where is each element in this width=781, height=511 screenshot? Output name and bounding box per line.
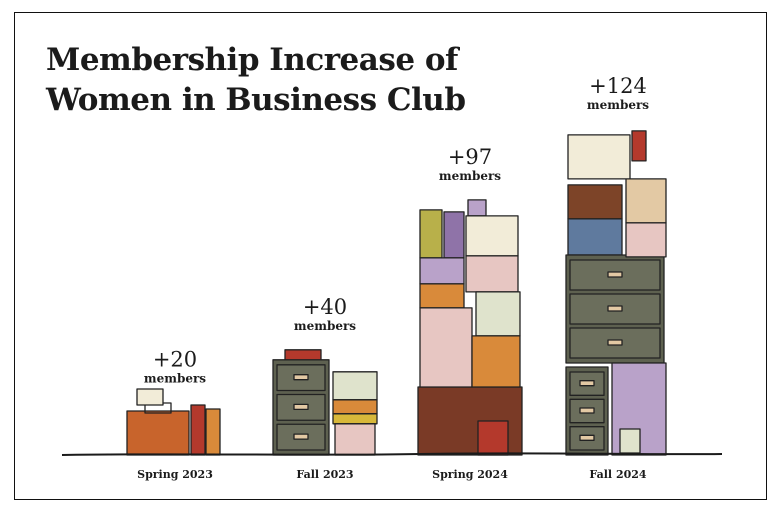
box-orange xyxy=(471,335,521,388)
book-orange xyxy=(332,399,378,415)
side-table xyxy=(334,423,376,456)
trash-bin xyxy=(619,428,641,454)
unit-label: members xyxy=(587,98,649,112)
bar-1 xyxy=(126,388,221,456)
water-bottle xyxy=(631,130,647,162)
backpack xyxy=(477,420,509,456)
category-label: Spring 2023 xyxy=(137,468,213,481)
book-yellow xyxy=(332,413,378,425)
bar-4 xyxy=(565,130,667,456)
tall-cabinet-handle xyxy=(607,339,623,346)
storage-box xyxy=(419,257,465,285)
binder-yellow xyxy=(419,209,443,259)
chart-title: Membership Increase of Women in Business… xyxy=(46,42,466,118)
monitor xyxy=(567,134,631,180)
category-label: Fall 2023 xyxy=(296,468,353,481)
binder-orange xyxy=(205,408,221,456)
coffee-mug xyxy=(467,199,487,217)
filing-cabinet-handle xyxy=(293,433,309,440)
paper-stack xyxy=(465,215,519,257)
small-cabinet-handle xyxy=(579,434,595,441)
ground-baseline xyxy=(61,452,723,456)
laptop xyxy=(332,371,378,401)
folders xyxy=(419,283,465,309)
box-pink xyxy=(465,255,519,293)
pen-cup xyxy=(625,178,667,224)
tall-cabinet-handle xyxy=(607,271,623,278)
binder-red xyxy=(190,404,206,456)
tall-cabinet-handle xyxy=(607,305,623,312)
filing-cabinet-handle xyxy=(293,403,309,411)
filing-cabinet-handle xyxy=(293,374,309,381)
value-label: +40 xyxy=(303,295,347,319)
moving-box xyxy=(419,307,473,388)
paper-bin xyxy=(475,291,521,337)
small-cabinet-handle xyxy=(579,407,595,414)
binder-purple xyxy=(443,211,465,259)
box-pink-small xyxy=(625,222,667,258)
bars-layer xyxy=(126,130,667,456)
value-label: +124 xyxy=(589,74,647,98)
unit-label: members xyxy=(439,169,501,183)
book-stack xyxy=(284,349,322,361)
value-label: +97 xyxy=(448,145,492,169)
bar-2 xyxy=(272,349,378,456)
value-label: +20 xyxy=(153,347,197,371)
category-label: Fall 2024 xyxy=(589,468,646,481)
unit-label: members xyxy=(294,319,356,333)
unit-label: members xyxy=(144,371,206,385)
bar-3 xyxy=(417,199,523,456)
leather-bag xyxy=(567,184,623,220)
category-label: Spring 2024 xyxy=(432,468,508,481)
blue-case xyxy=(567,218,623,256)
briefcase xyxy=(126,410,190,456)
small-cabinet-handle xyxy=(579,380,595,387)
desk-calendar xyxy=(136,388,164,406)
